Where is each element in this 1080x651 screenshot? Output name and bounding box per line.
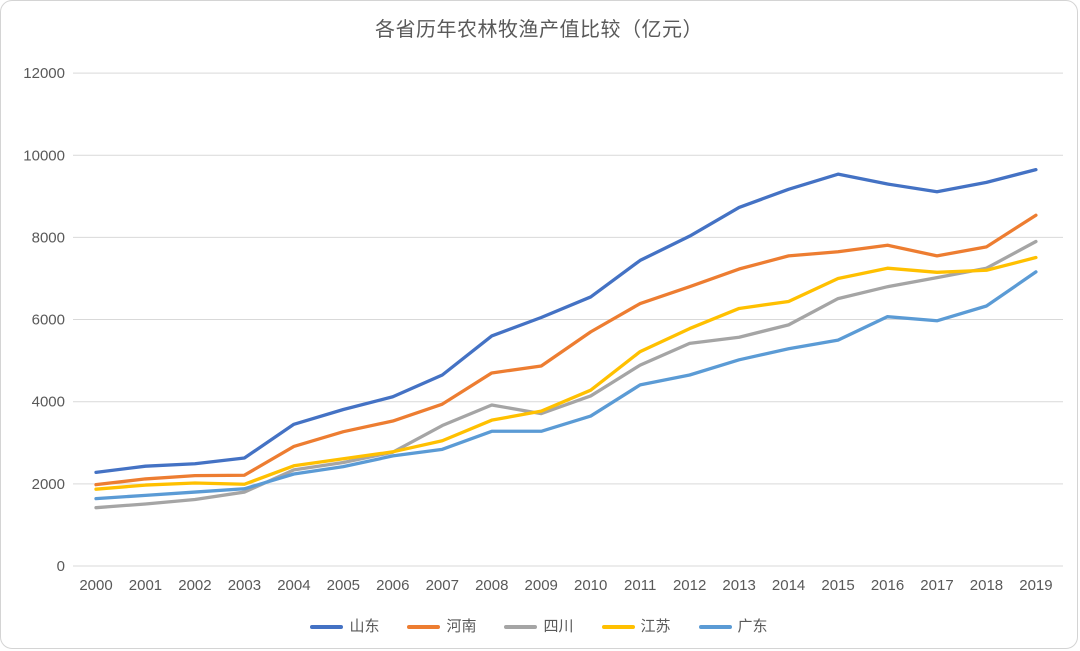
- legend-item: 河南: [407, 619, 476, 634]
- x-axis-tick-label: 2017: [920, 577, 953, 594]
- x-axis-tick-label: 2011: [624, 577, 656, 594]
- legend-label: 广东: [737, 618, 768, 635]
- x-axis-tick-label: 2002: [178, 577, 211, 594]
- legend-item: 广东: [698, 618, 768, 635]
- x-axis-tick-label: 2012: [673, 577, 706, 594]
- y-axis-tick-label: 8000: [32, 229, 65, 246]
- legend-swatch: [601, 624, 635, 629]
- y-axis-tick-label: 4000: [32, 394, 65, 411]
- legend-item: 江苏: [601, 618, 671, 635]
- chart-title: 各省历年农林牧渔产值比较（亿元）: [375, 19, 703, 41]
- x-axis-tick-label: 2009: [525, 577, 558, 594]
- series-line-4: [94, 270, 1038, 501]
- y-axis-tick-label: 0: [57, 558, 65, 575]
- legend-label: 河南: [446, 618, 477, 635]
- series-line-3: [94, 255, 1038, 491]
- x-axis-tick-label: 2006: [376, 577, 409, 594]
- legend-swatch: [310, 624, 344, 629]
- legend-swatch: [698, 624, 732, 629]
- series-line-1: [94, 213, 1038, 487]
- x-axis-tick-label: 2001: [129, 577, 162, 594]
- x-axis-tick-label: 2005: [327, 577, 360, 594]
- x-axis-tick-label: 2018: [970, 577, 1003, 594]
- x-axis-tick-label: 2013: [722, 577, 755, 594]
- legend-label: 四川: [543, 618, 574, 635]
- x-axis-tick-label: 2000: [79, 577, 112, 594]
- y-axis-tick-label: 12000: [23, 65, 65, 82]
- legend-label: 山东: [349, 618, 380, 635]
- x-axis-tick-label: 2003: [228, 577, 261, 594]
- x-axis-tick-label: 2019: [1019, 577, 1052, 594]
- chart-legend: 山东 河南 四川 江苏 广东: [1, 619, 1077, 634]
- series-line-0: [94, 167, 1038, 474]
- y-axis-tick-label: 2000: [32, 476, 65, 493]
- y-axis-tick-label: 6000: [32, 312, 65, 329]
- x-axis-tick-label: 2004: [277, 577, 310, 594]
- legend-swatch: [504, 624, 538, 629]
- x-axis-tick-label: 2007: [426, 577, 459, 594]
- legend-item: 山东: [310, 619, 379, 634]
- legend-swatch: [407, 624, 441, 629]
- x-axis-tick-label: 2015: [821, 577, 854, 594]
- series-line-2: [94, 239, 1038, 510]
- x-axis-tick-label: 2016: [871, 577, 904, 594]
- x-axis-tick-label: 2008: [475, 577, 508, 594]
- y-axis-tick-label: 10000: [23, 147, 65, 164]
- x-axis-tick-label: 2010: [574, 577, 607, 594]
- legend-label: 江苏: [640, 618, 671, 635]
- x-axis-tick-label: 2014: [772, 577, 805, 594]
- legend-item: 四川: [504, 618, 574, 635]
